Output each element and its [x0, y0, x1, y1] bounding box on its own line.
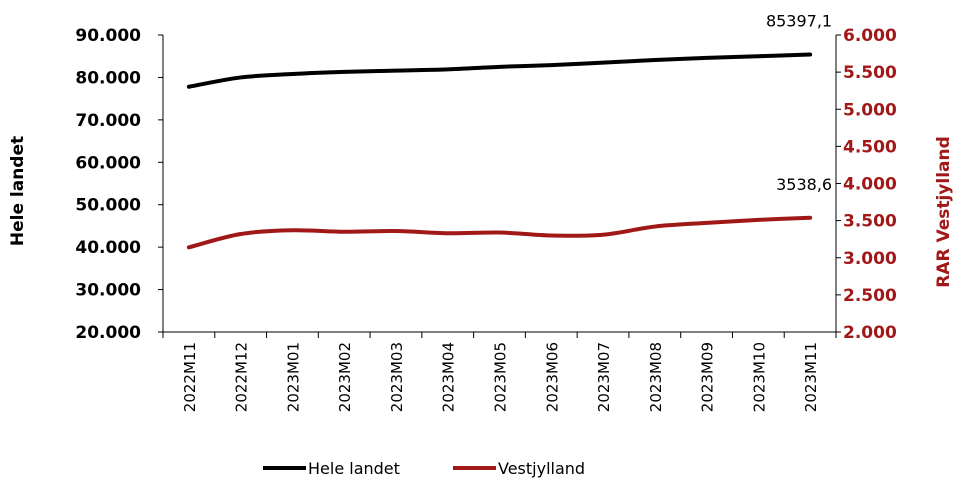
- series-line-vestjylland: [186, 215, 813, 250]
- right-tick-label: 2.000: [843, 323, 897, 343]
- x-tick-label: 2023M07: [595, 342, 613, 412]
- right-tick-label: 3.500: [843, 212, 897, 232]
- x-tick-label: 2023M04: [440, 342, 458, 412]
- data-labels: 85397,1 3538,6: [766, 12, 832, 194]
- data-label-hele-landet: 85397,1: [766, 12, 832, 31]
- x-tick-label: 2022M11: [181, 342, 199, 412]
- left-tick-label: 80.000: [75, 68, 141, 88]
- x-axis-ticks: 2022M11 2022M12 2023M01 2023M02 2023M03 2023M…: [162, 332, 837, 412]
- left-tick-label: 20.000: [75, 323, 141, 343]
- left-tick-label: 30.000: [75, 281, 141, 301]
- right-tick-label: 3.000: [843, 249, 897, 269]
- x-tick-label: 2023M01: [284, 342, 302, 412]
- right-tick-label: 5.000: [843, 100, 897, 120]
- x-tick-label: 2023M09: [699, 342, 717, 412]
- right-axis-title: RAR Vestjylland: [934, 136, 954, 288]
- right-tick-label: 2.500: [843, 286, 897, 306]
- left-axis-ticks: 20.000 30.000 40.000 50.000 60.000 70.000 80.0…: [75, 26, 163, 343]
- x-tick-label: 2023M03: [388, 342, 406, 412]
- left-tick-label: 90.000: [75, 26, 141, 46]
- axes: [162, 35, 837, 333]
- x-tick-label: 2022M12: [233, 342, 251, 412]
- series-lines: [186, 52, 813, 250]
- x-tick-label: 2023M06: [543, 342, 561, 412]
- x-tick-label: 2023M11: [802, 342, 820, 412]
- left-tick-label: 50.000: [75, 196, 141, 216]
- left-tick-label: 40.000: [75, 238, 141, 258]
- series-line-hele-landet: [186, 52, 813, 89]
- legend-label-hele-landet: Hele landet: [308, 459, 400, 478]
- legend-label-vestjylland: Vestjylland: [498, 459, 585, 478]
- x-tick-label: 2023M08: [647, 342, 665, 412]
- right-tick-label: 4.000: [843, 175, 897, 195]
- x-tick-label: 2023M05: [492, 342, 510, 412]
- left-tick-label: 70.000: [75, 111, 141, 131]
- x-tick-label: 2023M02: [336, 342, 354, 412]
- legend: Hele landet Vestjylland: [263, 459, 585, 478]
- right-tick-label: 4.500: [843, 137, 897, 157]
- left-axis-title: Hele landet: [8, 136, 28, 246]
- data-label-vestjylland: 3538,6: [776, 175, 832, 194]
- left-tick-label: 60.000: [75, 153, 141, 173]
- x-tick-label: 2023M10: [750, 342, 768, 412]
- right-tick-label: 6.000: [843, 26, 897, 46]
- right-tick-label: 5.500: [843, 63, 897, 83]
- right-axis-ticks: 2.000 2.500 3.000 3.500 4.000 4.500 5.000 5.500…: [836, 26, 897, 343]
